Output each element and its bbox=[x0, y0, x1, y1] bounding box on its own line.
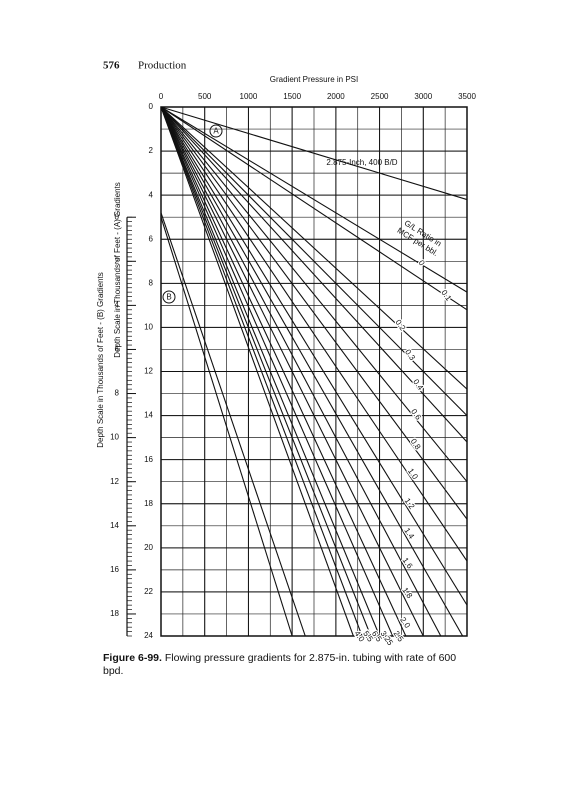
y-tick-label: 20 bbox=[144, 543, 153, 552]
annotation: A bbox=[213, 127, 219, 136]
line-label: 1.0 bbox=[406, 467, 420, 482]
line-label: 0.2 bbox=[394, 318, 408, 333]
line-label: 0.6 bbox=[409, 407, 423, 422]
gradient-line bbox=[160, 106, 468, 520]
x-tick-label: 2500 bbox=[371, 92, 389, 101]
line-label: 1.4 bbox=[402, 526, 416, 541]
grid bbox=[160, 106, 468, 637]
x-tick-label: 500 bbox=[198, 92, 212, 101]
gradient-line bbox=[160, 106, 394, 637]
caption-label: Figure 6-99. bbox=[103, 652, 162, 664]
y-tick-label: 10 bbox=[144, 323, 153, 332]
line-label: 1.8 bbox=[400, 586, 414, 601]
y2-tick-label: 14 bbox=[110, 521, 119, 530]
line-label: 1.2 bbox=[403, 497, 417, 512]
annotation-circle bbox=[162, 290, 176, 304]
gradient-line bbox=[160, 106, 363, 637]
y2-tick-label: 10 bbox=[110, 433, 119, 442]
line-label: 0 bbox=[417, 258, 427, 267]
y2-tick-label: 4 bbox=[115, 300, 120, 309]
plot-frame bbox=[160, 106, 468, 637]
gradient-line bbox=[160, 106, 468, 443]
y-tick-label: 22 bbox=[144, 587, 153, 596]
gradient-line bbox=[160, 106, 468, 483]
y-tick-label: 0 bbox=[149, 102, 154, 111]
y-tick-label: 8 bbox=[149, 278, 154, 287]
gradient-line bbox=[160, 106, 468, 311]
y-axis-title: Depth Scale in Thousands of Feet - (A) G… bbox=[113, 182, 122, 358]
line-label: 0.1 bbox=[439, 288, 453, 303]
gradient-line bbox=[160, 106, 468, 293]
annotation: 2.875-Inch, 400 B/D bbox=[326, 158, 397, 167]
y-tick-label: 24 bbox=[144, 631, 153, 640]
y-tick-label: 12 bbox=[144, 367, 153, 376]
y2-axis-title: Depth Scale in Thousands of Feet - (B) G… bbox=[96, 272, 105, 448]
caption-text: Flowing pressure gradients for 2.875-in.… bbox=[103, 652, 457, 677]
gradient-line bbox=[160, 106, 442, 637]
gradient-line bbox=[160, 106, 372, 637]
line-label: 1.6 bbox=[401, 556, 415, 571]
y-tick-label: 4 bbox=[149, 190, 154, 199]
gradient-line bbox=[160, 106, 354, 637]
y2-tick-label: 2 bbox=[115, 256, 120, 265]
x-tick-label: 3500 bbox=[458, 92, 476, 101]
y2-tick-label: 0 bbox=[115, 212, 120, 221]
y2-tick-label: 16 bbox=[110, 565, 119, 574]
annotation: B bbox=[166, 293, 171, 302]
line-label: 2.0 bbox=[398, 616, 412, 631]
y2-tick-label: 6 bbox=[115, 345, 120, 354]
y-tick-label: 16 bbox=[144, 455, 153, 464]
gradient-line bbox=[160, 106, 381, 637]
x-tick-label: 1500 bbox=[283, 92, 301, 101]
gradient-line bbox=[160, 106, 464, 637]
annotation-circle bbox=[209, 124, 223, 138]
gradient-line bbox=[160, 212, 306, 637]
x-axis-title: Gradient Pressure in PSI bbox=[270, 75, 358, 84]
gradient-line bbox=[160, 106, 468, 606]
x-tick-label: 3000 bbox=[414, 92, 432, 101]
chart: 576 Production Gradient Pressure in PSI … bbox=[96, 60, 476, 649]
line-label: 0.8 bbox=[409, 437, 423, 452]
y-tick-label: 14 bbox=[144, 411, 153, 420]
page-number: 576 bbox=[103, 60, 120, 72]
caption: Figure 6-99. Flowing pressure gradients … bbox=[103, 652, 473, 678]
y2-tick-label: 12 bbox=[110, 477, 119, 486]
y2-tick-label: 18 bbox=[110, 609, 119, 618]
gradient-line bbox=[160, 106, 468, 201]
x-tick-label: 2000 bbox=[327, 92, 345, 101]
x-tick-label: 0 bbox=[159, 92, 164, 101]
ratio-title: G/L Ratio in MCF per bbl. bbox=[394, 217, 444, 259]
lines bbox=[160, 106, 468, 637]
gradient-line bbox=[160, 106, 424, 637]
y-tick-label: 2 bbox=[149, 146, 154, 155]
gradient-line bbox=[160, 106, 468, 390]
section-title: Production bbox=[138, 60, 187, 72]
line-label: 0.3 bbox=[403, 348, 417, 363]
y2-tick-label: 8 bbox=[115, 389, 120, 398]
gradient-line bbox=[160, 106, 407, 637]
gradient-line bbox=[160, 106, 468, 416]
x-tick-label: 1000 bbox=[240, 92, 258, 101]
y-tick-label: 18 bbox=[144, 499, 153, 508]
gradient-line bbox=[160, 106, 468, 562]
gradient-line bbox=[160, 217, 293, 637]
y-tick-label: 6 bbox=[149, 234, 154, 243]
